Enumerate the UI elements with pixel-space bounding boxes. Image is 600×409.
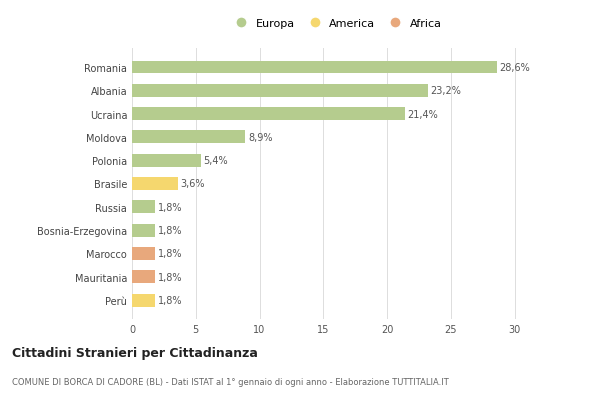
Bar bbox=[132, 108, 405, 121]
Text: 1,8%: 1,8% bbox=[157, 249, 182, 259]
Bar bbox=[132, 271, 155, 283]
Bar bbox=[132, 294, 155, 307]
Text: 21,4%: 21,4% bbox=[407, 109, 438, 119]
Text: Cittadini Stranieri per Cittadinanza: Cittadini Stranieri per Cittadinanza bbox=[12, 346, 258, 359]
Bar bbox=[132, 85, 428, 97]
Bar bbox=[132, 154, 201, 167]
Text: 3,6%: 3,6% bbox=[181, 179, 205, 189]
Bar bbox=[132, 247, 155, 260]
Text: 1,8%: 1,8% bbox=[157, 295, 182, 306]
Text: 1,8%: 1,8% bbox=[157, 272, 182, 282]
Bar bbox=[132, 201, 155, 214]
Legend: Europa, America, Africa: Europa, America, Africa bbox=[226, 14, 446, 33]
Bar bbox=[132, 224, 155, 237]
Text: 1,8%: 1,8% bbox=[157, 202, 182, 212]
Text: 28,6%: 28,6% bbox=[499, 63, 530, 73]
Text: 8,9%: 8,9% bbox=[248, 133, 272, 142]
Text: 5,4%: 5,4% bbox=[203, 156, 228, 166]
Text: 23,2%: 23,2% bbox=[430, 86, 461, 96]
Bar bbox=[132, 131, 245, 144]
Text: COMUNE DI BORCA DI CADORE (BL) - Dati ISTAT al 1° gennaio di ogni anno - Elabora: COMUNE DI BORCA DI CADORE (BL) - Dati IS… bbox=[12, 378, 449, 387]
Text: 1,8%: 1,8% bbox=[157, 226, 182, 236]
Bar bbox=[132, 61, 497, 74]
Bar bbox=[132, 178, 178, 191]
